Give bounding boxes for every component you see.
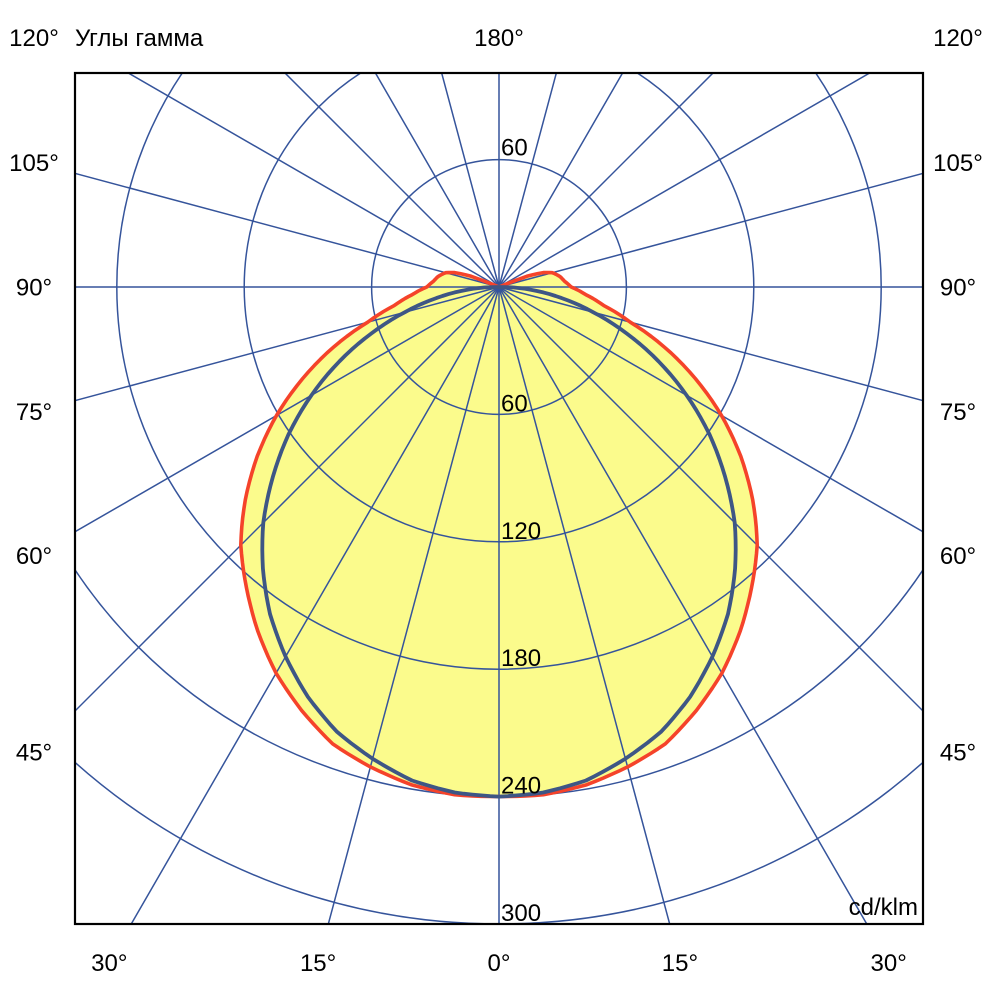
gamma-label-left-120: 120° <box>9 25 59 52</box>
grid-ray-30 <box>498 286 923 533</box>
grid-ray-210 <box>126 73 500 288</box>
radial-tick-label-240: 240 <box>501 773 541 800</box>
grid-ray-15 <box>498 286 923 402</box>
radial-tick-label-180: 180 <box>501 645 541 672</box>
grid-ray-330 <box>498 73 872 288</box>
gamma-label-right-105: 105° <box>933 150 983 177</box>
gamma-label-right-60: 60° <box>940 543 976 570</box>
gamma-label-bottom-0: 0° <box>488 950 511 977</box>
plot-frame <box>73 71 925 926</box>
radial-tick-label-300: 300 <box>501 900 541 927</box>
gamma-label-right-75: 75° <box>940 399 976 426</box>
gamma-label-left-45: 45° <box>16 740 52 767</box>
grid-ray-135 <box>75 286 500 713</box>
grid-ray-315 <box>498 73 715 288</box>
gamma-label-bottom-15: 15° <box>662 950 698 977</box>
grid-ray-300 <box>498 73 624 288</box>
radial-tick-label-60: 60 <box>501 390 528 417</box>
grid-ray-75 <box>498 286 671 924</box>
grid-ray-105 <box>327 286 500 924</box>
top-angle-label: 180° <box>474 25 524 52</box>
inner-intensity-curve <box>260 285 738 799</box>
gamma-label-left-105: 105° <box>9 150 59 177</box>
radial-tick-label-above-pole: 60 <box>501 135 528 162</box>
grid-ray-165 <box>75 286 500 402</box>
gamma-label-bottom-30: 30° <box>871 950 907 977</box>
grid-ray-345 <box>498 172 923 288</box>
grid-ray-285 <box>498 73 558 288</box>
radial-tick-label-120: 120 <box>501 518 541 545</box>
gamma-label-right-90: 90° <box>940 275 976 302</box>
gamma-label-bottom--30: 30° <box>91 950 127 977</box>
gamma-label-bottom--15: 15° <box>300 950 336 977</box>
grid-ray-45 <box>498 286 923 713</box>
axis-labels-layer: 60 60 120 180 240 300 120° 120° 105° 105° 90° 90° 75… <box>9 25 983 977</box>
gamma-label-right-120: 120° <box>933 25 983 52</box>
grid-ray-225 <box>283 73 500 288</box>
grid-ray-60 <box>498 286 868 924</box>
grid-ray-240 <box>374 73 500 288</box>
gamma-label-left-90: 90° <box>16 275 52 302</box>
unit-label: cd/klm <box>849 894 918 921</box>
grid-ray-195 <box>75 172 500 288</box>
gamma-label-left-75: 75° <box>16 399 52 426</box>
grid-ray-120 <box>130 286 500 924</box>
chart-title: Углы гамма <box>75 25 204 52</box>
grid-ray-150 <box>75 286 500 533</box>
intensity-curves-layer <box>239 270 759 799</box>
gamma-label-left-60: 60° <box>16 543 52 570</box>
gamma-label-right-45: 45° <box>940 740 976 767</box>
